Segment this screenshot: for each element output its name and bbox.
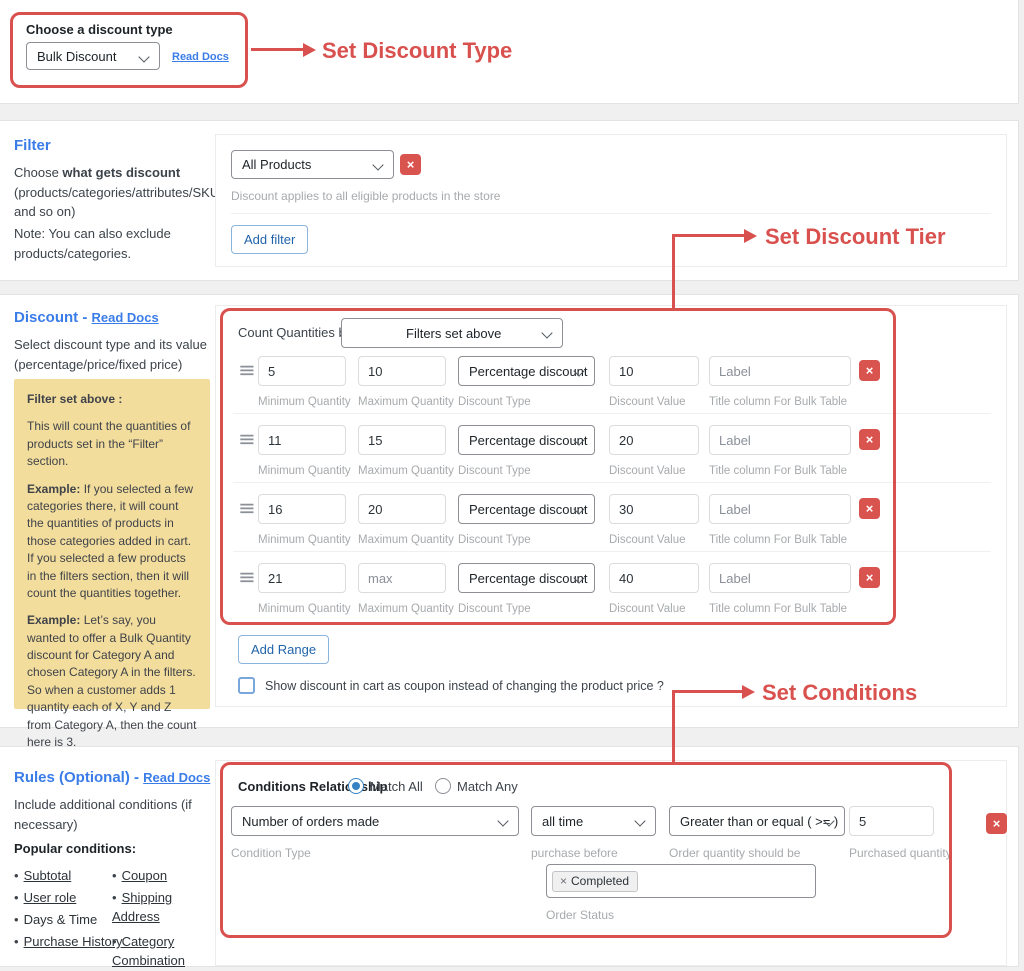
filter-product-value: All Products [242,157,312,172]
condition-link-days-time[interactable]: Days & Time [23,912,98,927]
arrow-right-icon [303,43,316,57]
condition-link-category-combination[interactable]: Category Combination [112,934,185,968]
popular-conditions-title: Popular conditions: [14,841,137,856]
tier-row-1: ≡ Percentage discount × Minimum Quantity… [216,356,1006,416]
match-any-label: Match Any [457,779,518,794]
rules-card: Rules (Optional) - Read Docs Include add… [0,747,1018,968]
tier4-discount-type-select[interactable]: Percentage discount [458,563,595,593]
tier-row-2: ≡ Percentage discount × Minimum Quantity… [216,425,1006,485]
rules-panel: Conditions Relationship Match All Match … [215,760,1007,966]
filter-heading: Filter [14,137,51,154]
add-range-button[interactable]: Add Range [238,635,330,664]
rules-heading: Rules (Optional) - Read Docs [14,769,211,786]
filter-description: Choose what gets discount (products/cate… [14,165,220,219]
tier2-title-input[interactable] [709,425,851,455]
drag-handle-icon[interactable]: ≡ [238,565,256,589]
tier4-discount-value-input[interactable] [609,563,699,593]
tier2-discount-value-input[interactable] [609,425,699,455]
tier1-remove-button[interactable]: × [859,360,880,381]
purchased-quantity-input[interactable] [849,806,934,836]
set-discount-tier-annotation: Set Discount Tier [765,224,946,249]
operator-select[interactable]: Greater than or equal ( >= ) [669,806,845,836]
set-conditions-annotation: Set Conditions [762,680,918,705]
tier2-discount-type-select[interactable]: Percentage discount [458,425,595,455]
count-quantities-select[interactable]: Filters set above [341,318,563,348]
tier1-title-input[interactable] [709,356,851,386]
conditions-annotation-rect [220,762,952,938]
close-icon: × [865,501,874,516]
add-filter-button[interactable]: Add filter [231,225,309,254]
condition-link-coupon[interactable]: Coupon [121,868,168,883]
set-discount-type-annotation: Set Discount Type [322,38,513,63]
discount-tier-annotation-rect [220,308,896,625]
purchase-time-select[interactable]: all time [531,806,656,836]
discount-type-read-docs-link[interactable]: Read Docs [172,51,229,63]
filter-card: Filter Choose what gets discount (produc… [0,121,1018,280]
tier3-discount-value-input[interactable] [609,494,699,524]
filter-info-box: Filter set above : This will count the q… [14,379,210,749]
discount-description: Select discount type and its value (perc… [14,337,207,372]
rules-read-docs-link[interactable]: Read Docs [143,770,211,785]
match-any-radio[interactable] [435,778,451,794]
discount-read-docs-link[interactable]: Read Docs [91,310,159,325]
chip-remove-icon[interactable]: × [560,873,568,888]
discount-type-annotation-rect [10,12,248,88]
tier2-remove-button[interactable]: × [859,429,880,450]
tier4-remove-button[interactable]: × [859,567,880,588]
close-icon: × [992,816,1001,831]
condition-link-subtotal[interactable]: Subtotal [23,868,72,883]
condition-link-shipping-address[interactable]: Shipping Address [112,890,173,924]
drag-handle-icon[interactable]: ≡ [238,427,256,451]
tier3-title-input[interactable] [709,494,851,524]
tier2-min-quantity-input[interactable] [258,425,346,455]
remove-filter-button[interactable]: × [400,154,421,175]
coupon-checkbox[interactable] [238,677,255,694]
filter-helper-text: Discount applies to all eligible product… [231,189,501,203]
tier3-discount-type-select[interactable]: Percentage discount [458,494,595,524]
tier1-max-quantity-input[interactable] [358,356,446,386]
condition-link-purchase-history[interactable]: Purchase History [23,934,123,949]
drag-handle-icon[interactable]: ≡ [238,358,256,382]
close-icon: × [406,157,415,172]
tier3-min-quantity-input[interactable] [258,494,346,524]
condition-link-user-role[interactable]: User role [23,890,77,905]
tier4-max-quantity-input[interactable] [358,563,446,593]
tier-row-4: ≡ Percentage discount × Minimum Quantity… [216,563,1006,623]
arrow-right-icon [744,229,757,243]
close-icon: × [865,363,874,378]
condition-type-select[interactable]: Number of orders made [231,806,519,836]
tier-row-3: ≡ Percentage discount × Minimum Quantity… [216,494,1006,554]
coupon-checkbox-label: Show discount in cart as coupon instead … [265,679,664,693]
filter-divider [231,213,991,214]
close-icon: × [865,570,874,585]
discount-card: Discount - Read Docs Select discount typ… [0,295,1018,749]
filter-product-select[interactable]: All Products [231,150,394,179]
tier3-max-quantity-input[interactable] [358,494,446,524]
discount-type-select[interactable]: Bulk Discount [26,42,160,70]
filter-panel: All Products × Discount applies to all e… [215,134,1007,267]
order-status-field[interactable]: × Completed [546,864,816,898]
discount-type-label: Choose a discount type [26,22,173,37]
match-all-radio[interactable] [348,778,364,794]
tier1-min-quantity-input[interactable] [258,356,346,386]
remove-condition-button[interactable]: × [986,813,1007,834]
discount-panel: Count Quantities by: ? Filters set above… [215,305,1007,707]
match-all-label: Match All [370,779,423,794]
tier4-min-quantity-input[interactable] [258,563,346,593]
close-icon: × [865,432,874,447]
discount-heading: Discount - Read Docs [14,309,159,326]
order-status-chip: × Completed [552,870,639,892]
tier4-title-input[interactable] [709,563,851,593]
discount-type-value: Bulk Discount [37,48,117,64]
tier1-discount-value-input[interactable] [609,356,699,386]
rules-description: Include additional conditions (if necess… [14,797,192,832]
tier2-max-quantity-input[interactable] [358,425,446,455]
arrow-right-icon [742,685,755,699]
filter-note: Note: You can also exclude products/cate… [14,226,171,261]
count-quantities-value: Filters set above [406,325,502,341]
drag-handle-icon[interactable]: ≡ [238,496,256,520]
tier1-discount-type-select[interactable]: Percentage discount [458,356,595,386]
tier3-remove-button[interactable]: × [859,498,880,519]
count-quantities-label: Count Quantities by: [238,325,356,340]
